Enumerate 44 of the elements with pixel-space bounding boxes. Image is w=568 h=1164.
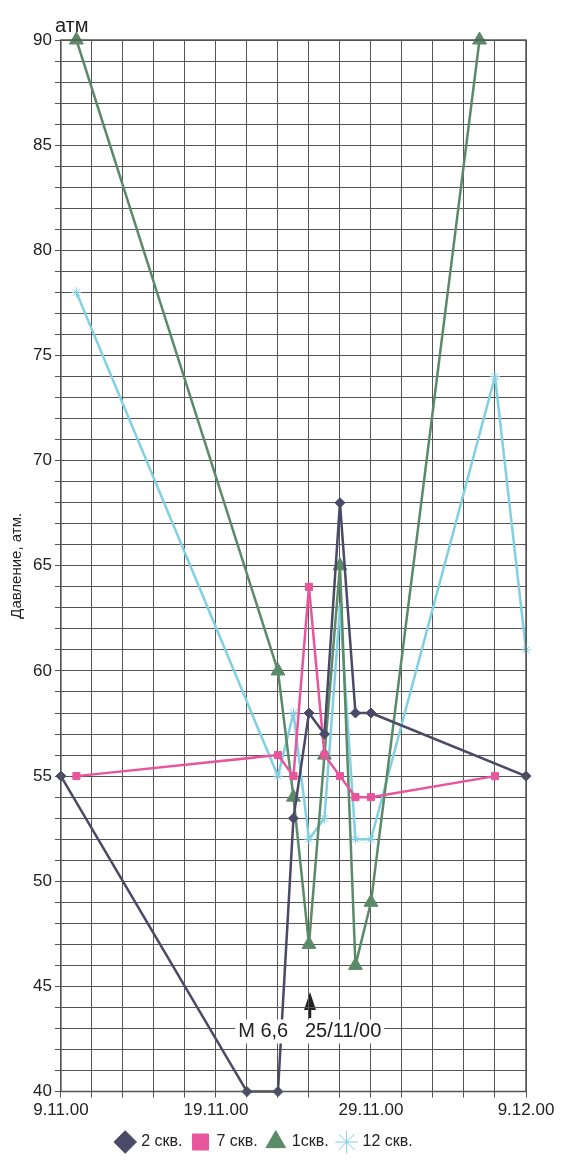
y-tick-label: 65 [32, 555, 52, 575]
y-tick-label: 55 [32, 765, 52, 785]
y-tick-label: 45 [32, 976, 52, 996]
y-tick-label: 85 [32, 134, 52, 154]
point [335, 772, 344, 781]
point [241, 1086, 253, 1098]
point [365, 707, 377, 719]
point [318, 728, 330, 740]
point [304, 582, 313, 591]
point [366, 793, 376, 802]
point [272, 770, 284, 782]
legend-label: 12 скв. [362, 1132, 413, 1150]
point [472, 31, 487, 45]
point [351, 793, 360, 802]
point [72, 772, 81, 781]
y-tick-label: 90 [32, 29, 52, 49]
point [273, 751, 282, 760]
x-tick-label: 19.11.00 [183, 1100, 249, 1120]
x-tick-label: 29.11.00 [338, 1100, 404, 1120]
point [287, 812, 299, 824]
text: атм [54, 13, 89, 36]
point [303, 833, 315, 845]
x-tick-label: 9.12.00 [497, 1100, 555, 1120]
legend-label: 2 скв. [141, 1132, 183, 1150]
y-tick-label: 80 [32, 240, 52, 260]
point [70, 286, 82, 298]
point [68, 31, 84, 45]
annotation: M 6,6 25/11/00 [238, 1019, 382, 1042]
y-tick-label: 60 [32, 660, 52, 680]
y-axis-title: Давление, атм. [7, 512, 25, 619]
point [303, 707, 315, 719]
legend-label: 7 скв. [216, 1132, 258, 1150]
y-tick-label: 70 [32, 450, 52, 470]
point [289, 772, 298, 781]
y-tick-label: 40 [32, 1081, 52, 1101]
x-tick-label: 9.11.00 [33, 1100, 89, 1120]
point [270, 662, 286, 676]
point [490, 772, 500, 781]
y-tick-label: 75 [32, 345, 52, 365]
y-tick-label: 50 [32, 870, 52, 890]
point [349, 707, 361, 719]
legend-label: 1скв. [291, 1132, 329, 1150]
point [272, 1086, 284, 1098]
point [365, 833, 377, 845]
